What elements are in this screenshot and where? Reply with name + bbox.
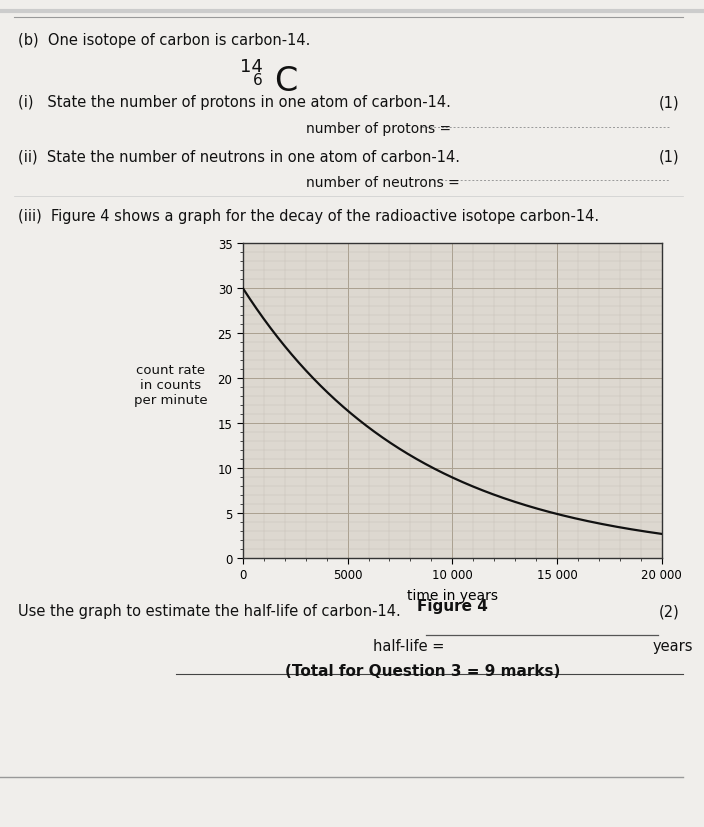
Text: (i)   State the number of protons in one atom of carbon-14.: (i) State the number of protons in one a…	[18, 95, 451, 110]
Text: 6: 6	[253, 73, 263, 88]
Text: (b)  One isotope of carbon is carbon-14.: (b) One isotope of carbon is carbon-14.	[18, 33, 310, 48]
Text: C: C	[275, 65, 298, 98]
Text: (iii)  Figure 4 shows a graph for the decay of the radioactive isotope carbon-14: (iii) Figure 4 shows a graph for the dec…	[18, 208, 598, 223]
Text: count rate
in counts
per minute: count rate in counts per minute	[134, 364, 208, 407]
Text: Use the graph to estimate the half-life of carbon-14.: Use the graph to estimate the half-life …	[18, 604, 401, 619]
Text: years: years	[653, 638, 693, 653]
Text: number of protons =: number of protons =	[306, 122, 451, 136]
Text: Figure 4: Figure 4	[417, 598, 488, 613]
Text: half-life =: half-life =	[373, 638, 444, 653]
Text: (1): (1)	[659, 149, 679, 164]
Text: (ii)  State the number of neutrons in one atom of carbon-14.: (ii) State the number of neutrons in one…	[18, 149, 460, 164]
Text: 14: 14	[240, 58, 263, 76]
X-axis label: time in years: time in years	[407, 589, 498, 603]
Text: (2): (2)	[659, 604, 679, 619]
Text: number of neutrons =: number of neutrons =	[306, 175, 460, 189]
Text: (1): (1)	[659, 95, 679, 110]
Text: (Total for Question 3 = 9 marks): (Total for Question 3 = 9 marks)	[284, 663, 560, 678]
